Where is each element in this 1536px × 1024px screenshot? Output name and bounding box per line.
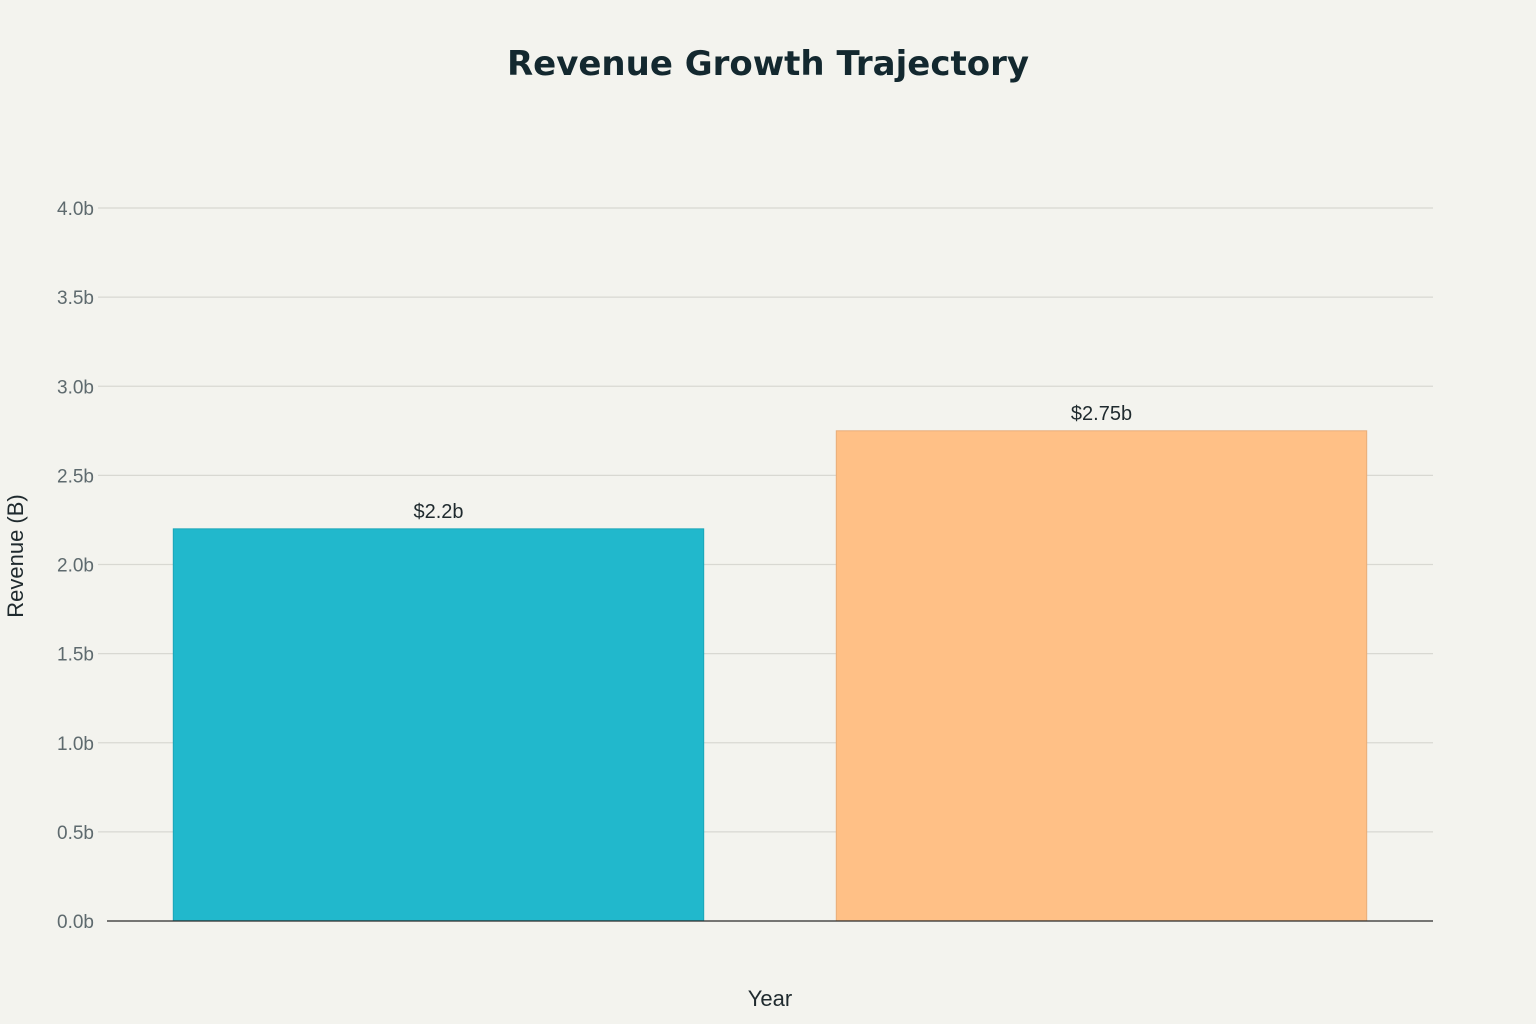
bar-1 bbox=[172, 528, 705, 922]
data-label-2: $2.75b bbox=[1071, 403, 1132, 425]
y-axis-ticks: 0.0b 0.5b 1.0b 1.5b 2.0b 2.5b 3.0b 3.5b 4.0b bbox=[57, 199, 94, 933]
y-tick-label: 1.0b bbox=[57, 734, 94, 755]
y-tick-label: 2.5b bbox=[57, 466, 94, 487]
chart-title: Revenue Growth Trajectory bbox=[507, 44, 1029, 84]
y-tick-label: 4.0b bbox=[57, 199, 94, 220]
bar-2 bbox=[835, 430, 1368, 922]
y-tick-label: 3.5b bbox=[57, 288, 94, 309]
y-tick-label: 1.5b bbox=[57, 645, 94, 666]
y-tick-label: 3.0b bbox=[57, 377, 94, 398]
y-tick-label: 0.5b bbox=[57, 823, 94, 844]
y-tick-label: 2.0b bbox=[57, 556, 94, 577]
y-axis-label: Revenue (B) bbox=[3, 494, 28, 618]
data-label-1: $2.2b bbox=[413, 501, 463, 523]
y-tick-label: 0.0b bbox=[57, 912, 94, 933]
bars bbox=[172, 430, 1368, 922]
x-axis-label: Year bbox=[748, 986, 792, 1011]
data-labels: $2.2b $2.75b bbox=[413, 403, 1132, 523]
